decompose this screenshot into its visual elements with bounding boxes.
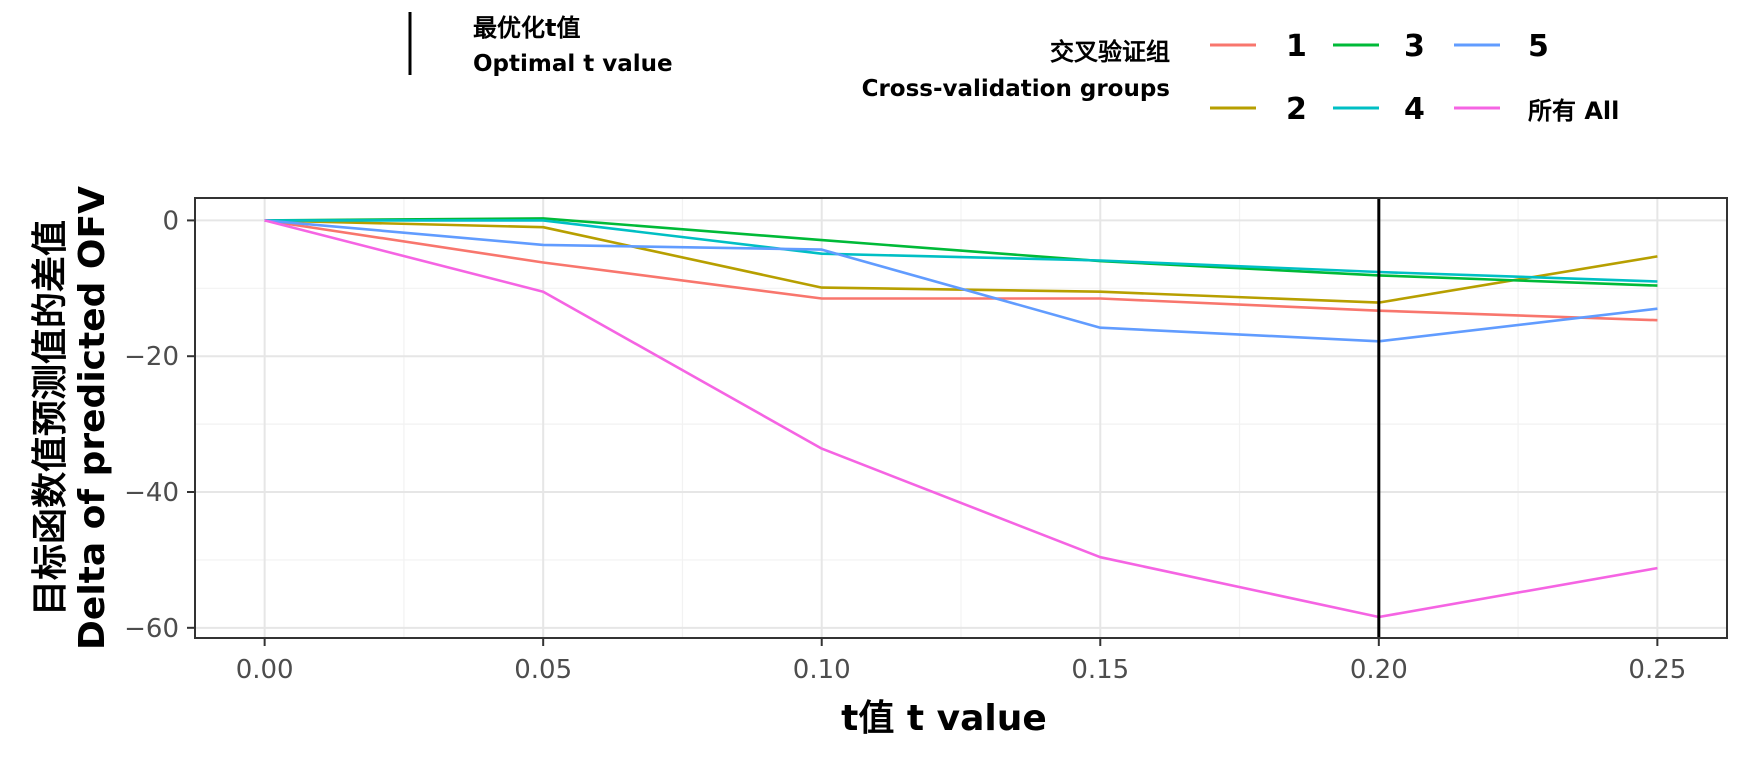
x-tick-label: 0.15	[1071, 655, 1129, 685]
x-axis-title: t值 t value	[841, 698, 1047, 739]
legend-label-5: 5	[1528, 29, 1549, 64]
y-axis-title-cn: 目标函数值预测值的差值	[30, 220, 71, 616]
panel-border	[194, 197, 1728, 639]
legend-label-4: 4	[1404, 92, 1425, 127]
x-tick-label: 0.20	[1350, 655, 1408, 685]
y-tick-label: −20	[124, 342, 179, 372]
series-line-1	[264, 219, 1658, 322]
y-axis-title-en: Delta of predicted OFV	[72, 186, 113, 650]
y-tick-label: 0	[162, 206, 179, 236]
legend-optimal-title-cn: 最优化t值	[473, 14, 580, 42]
legend-label-6: 所有 All	[1528, 97, 1619, 125]
legend-groups-title-en: Cross-validation groups	[862, 76, 1170, 102]
axes: 0.00 0.05 0.10 0.15 0.20 0.25 0 −20 −40 −60	[124, 206, 1686, 685]
series-lines	[264, 217, 1658, 619]
series-line-4	[264, 219, 1658, 283]
legend-optimal: 最优化t值 Optimal t value	[408, 12, 673, 77]
x-tick-label: 0.05	[514, 655, 572, 685]
legend-optimal-title-en: Optimal t value	[473, 51, 673, 77]
legend-groups-title-cn: 交叉验证组	[1050, 38, 1170, 66]
series-line-3	[264, 217, 1658, 287]
legend-groups: 交叉验证组 Cross-validation groups 1 2 3 4 5 所有 Al…	[862, 29, 1620, 127]
legend-label-1: 1	[1286, 29, 1307, 64]
y-tick-label: −40	[124, 478, 179, 508]
legend-label-3: 3	[1404, 29, 1425, 64]
y-tick-label: −60	[124, 614, 179, 644]
series-line-5	[264, 219, 1658, 343]
series-line-6	[264, 219, 1658, 619]
x-tick-label: 0.25	[1628, 655, 1686, 685]
x-tick-label: 0.00	[236, 655, 294, 685]
legend-label-2: 2	[1286, 92, 1307, 127]
x-tick-label: 0.10	[793, 655, 851, 685]
plot-panel	[194, 197, 1728, 639]
